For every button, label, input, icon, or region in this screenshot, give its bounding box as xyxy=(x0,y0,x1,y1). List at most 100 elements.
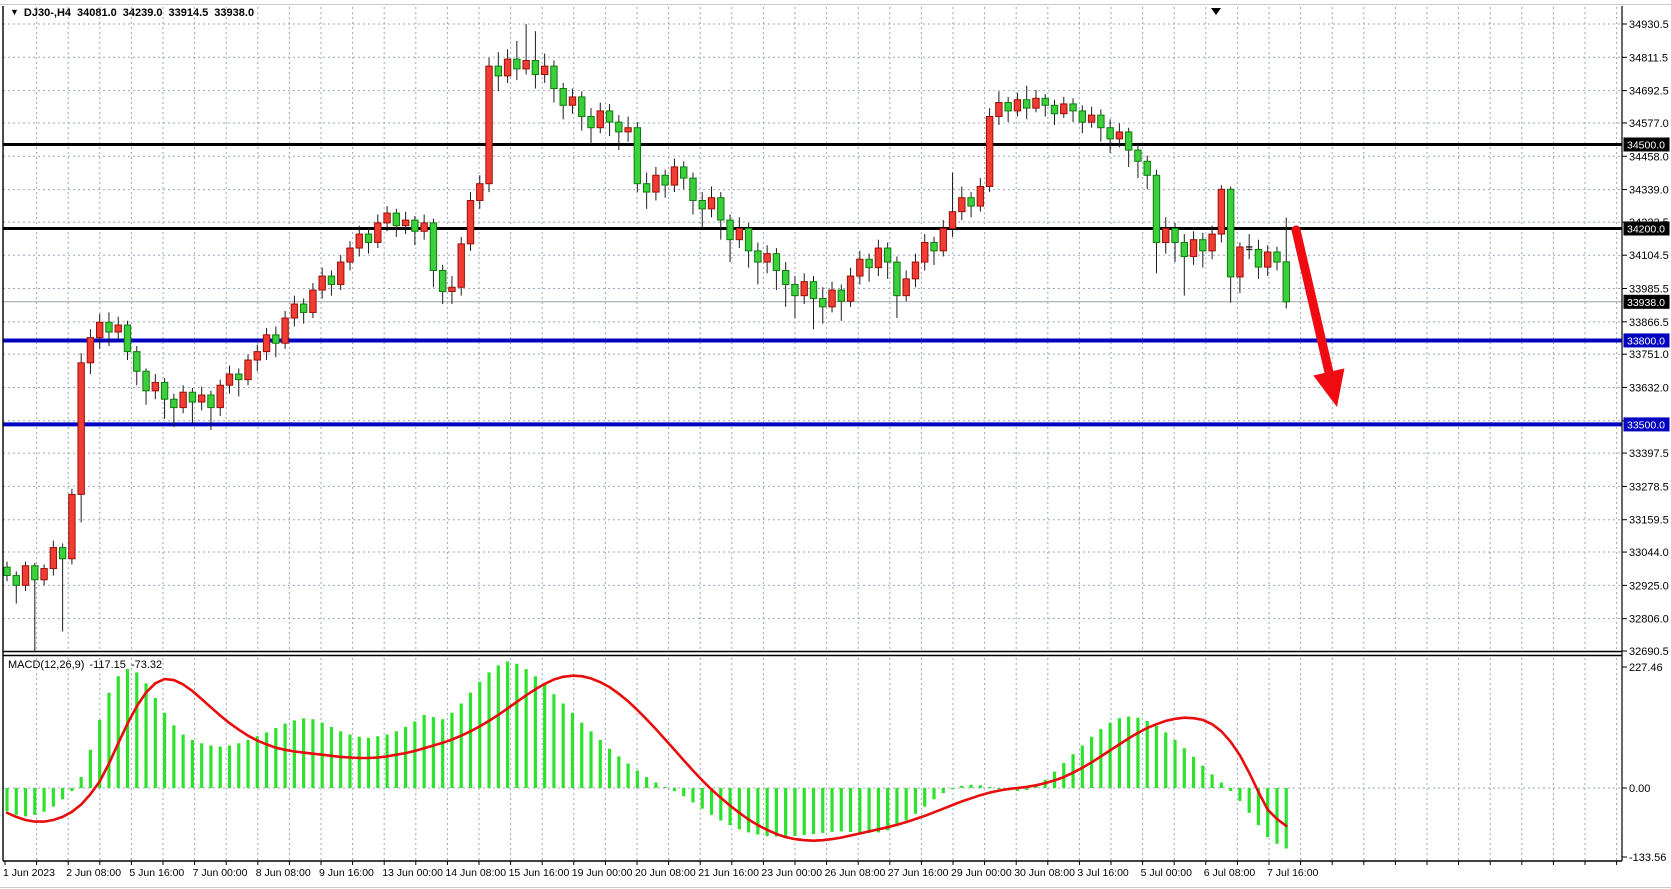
candle xyxy=(1087,106,1096,128)
time-axis-label: 29 Jun 00:00 xyxy=(951,867,1012,879)
time-axis[interactable]: 1 Jun 2023 2 Jun 08:00 5 Jun 16:00 7 Jun 00… xyxy=(3,861,1618,879)
candle xyxy=(568,88,577,114)
candle xyxy=(262,327,271,361)
price-axis-label: 33751.0 xyxy=(1629,349,1669,361)
candles xyxy=(3,24,1290,652)
candle xyxy=(828,281,836,313)
candle xyxy=(457,236,465,296)
candle xyxy=(1217,185,1226,243)
price-axis-label: 34930.5 xyxy=(1629,19,1669,31)
candle xyxy=(151,374,160,400)
candle xyxy=(160,378,169,419)
candle xyxy=(290,295,299,327)
candle xyxy=(346,241,354,271)
candle xyxy=(420,214,428,240)
candle xyxy=(967,192,975,218)
price-axis-label: 34104.5 xyxy=(1629,250,1669,262)
candle xyxy=(1236,242,1244,294)
candle xyxy=(466,192,475,251)
candle xyxy=(1189,231,1198,265)
candle xyxy=(976,178,985,212)
price-axis-label: 32806.0 xyxy=(1629,614,1669,626)
candle xyxy=(1143,155,1151,190)
candle xyxy=(58,543,67,632)
candle xyxy=(1060,96,1068,118)
price-axis[interactable]: 34930.5 34811.5 34692.5 34577.0 34458.0 34339… xyxy=(1622,19,1669,864)
time-axis-label: 7 Jul 16:00 xyxy=(1267,867,1319,879)
macd-name: MACD(12,26,9) xyxy=(8,659,85,671)
candle xyxy=(21,561,30,591)
candle xyxy=(503,49,512,83)
grid xyxy=(3,7,1622,860)
candle xyxy=(1162,217,1170,254)
time-axis-label: 20 Jun 08:00 xyxy=(635,867,696,879)
candle xyxy=(188,388,197,425)
time-axis-label: 26 Jun 08:00 xyxy=(825,867,886,879)
time-axis-label: 23 Jun 00:00 xyxy=(761,867,822,879)
time-axis-label: 15 Jun 16:00 xyxy=(509,867,570,879)
candle xyxy=(299,298,308,324)
candle xyxy=(819,287,827,324)
candle xyxy=(494,52,503,92)
candle xyxy=(1282,217,1290,309)
symbol-name: DJ30-,H4 xyxy=(23,7,71,19)
macd-histogram xyxy=(5,661,1288,849)
candle xyxy=(49,540,58,576)
candle xyxy=(587,108,595,145)
trend-arrow-annotation[interactable] xyxy=(1291,225,1345,407)
price-axis-label: 33278.5 xyxy=(1629,481,1669,493)
time-axis-label: 30 Jun 08:00 xyxy=(1014,867,1075,879)
candle xyxy=(12,571,20,604)
candle xyxy=(96,313,104,349)
candle xyxy=(1069,98,1077,123)
price-axis-label: 33159.5 xyxy=(1629,515,1669,527)
price-axis-label: 34458.0 xyxy=(1629,151,1669,163)
symbol-dropdown-icon[interactable]: ▼ xyxy=(10,7,19,17)
candle xyxy=(1050,99,1059,125)
candle xyxy=(1032,89,1040,113)
candle xyxy=(893,256,901,319)
candle xyxy=(225,365,234,394)
price-badge-33800.0: 33800.0 xyxy=(1623,333,1670,348)
candle xyxy=(40,564,48,586)
macd-axis-label: 0.00 xyxy=(1629,783,1650,795)
price-axis-label: 32690.5 xyxy=(1629,646,1669,658)
time-axis-label: 2 Jun 08:00 xyxy=(66,867,121,879)
candle xyxy=(1134,144,1142,179)
candle xyxy=(1106,119,1114,153)
candle xyxy=(633,122,642,193)
candle xyxy=(921,234,929,271)
candle xyxy=(930,236,938,265)
candle xyxy=(1124,127,1133,167)
candle xyxy=(142,368,150,405)
price-badge-34500.0: 34500.0 xyxy=(1623,137,1670,152)
candle xyxy=(624,116,632,142)
candle xyxy=(438,264,447,305)
candle xyxy=(31,562,39,652)
candle xyxy=(744,222,753,268)
candle xyxy=(689,172,697,215)
candle xyxy=(772,248,781,291)
candle xyxy=(411,215,419,246)
candle xyxy=(995,91,1003,125)
candle xyxy=(642,172,651,209)
macd-signal-value: -73.32 xyxy=(130,659,163,671)
price-axis-label: 33985.5 xyxy=(1629,284,1669,296)
candle xyxy=(670,158,679,193)
candle xyxy=(513,40,521,81)
candle xyxy=(1152,169,1161,274)
price-axis-label: 33632.0 xyxy=(1629,382,1669,394)
candle xyxy=(559,82,567,120)
candle xyxy=(874,239,883,277)
candle xyxy=(3,561,11,582)
candle xyxy=(216,379,224,417)
candle xyxy=(1226,186,1235,303)
candle xyxy=(726,214,734,263)
time-axis-label: 6 Jul 08:00 xyxy=(1204,867,1256,879)
candle xyxy=(485,57,493,193)
candle xyxy=(865,253,873,282)
candle xyxy=(235,368,243,397)
candle xyxy=(550,60,558,103)
